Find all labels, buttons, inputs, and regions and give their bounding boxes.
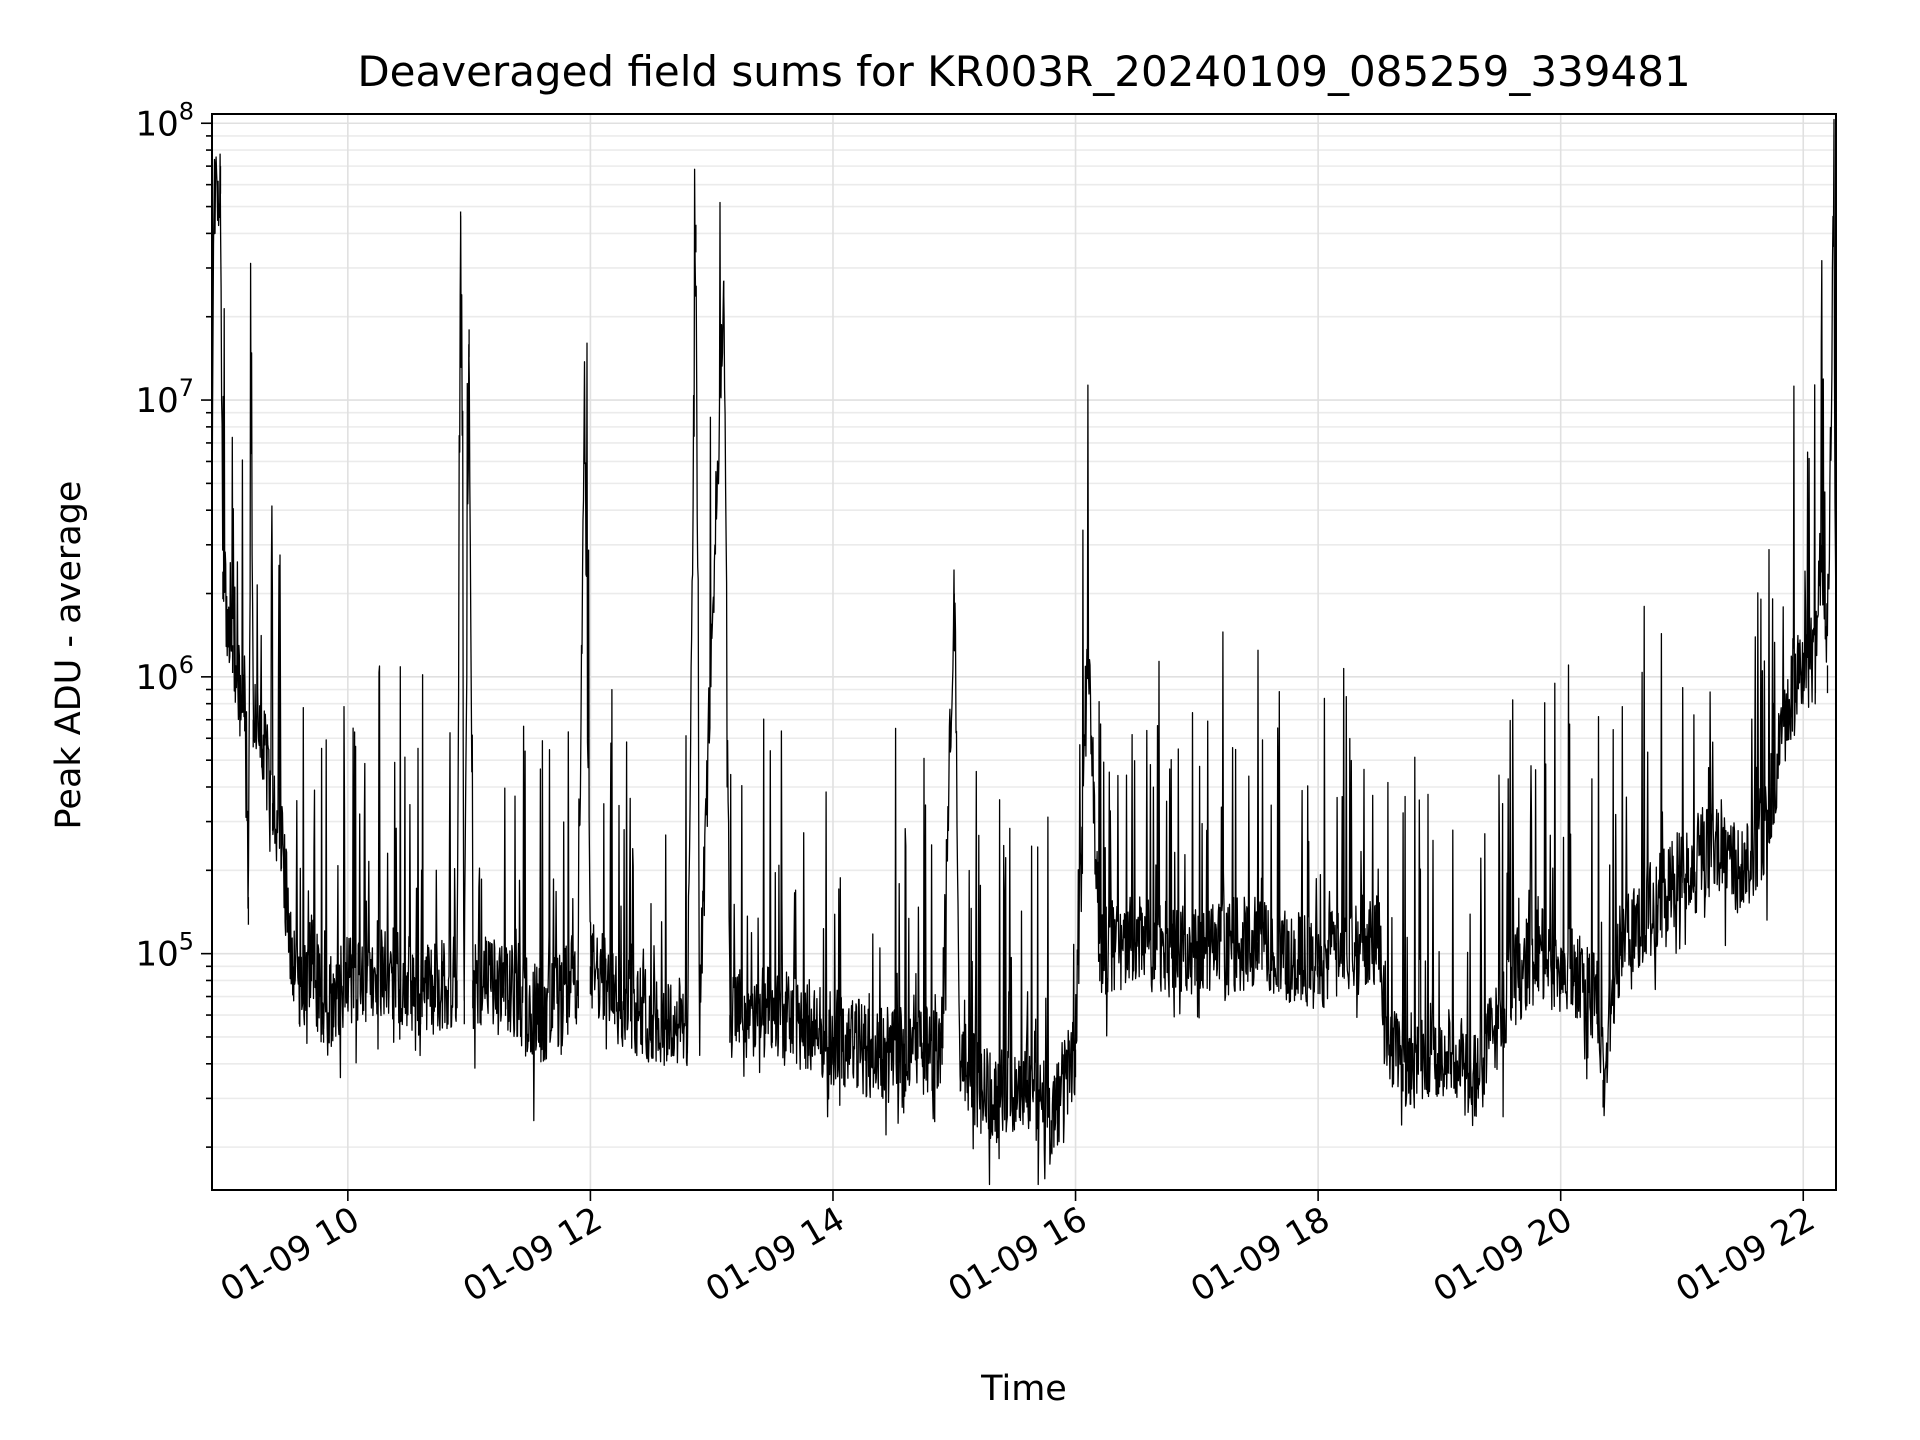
y-tick-label: 105 [135,928,194,975]
y-tick-label: 108 [135,97,194,144]
chart-title: Deaveraged field sums for KR003R_2024010… [357,47,1690,96]
y-tick-label: 106 [135,651,194,698]
plot-area: 105 106 107 108 01-09 10 01-09 12 01-09 14 01-0… [135,97,1837,1310]
x-axis-label: Time [980,1369,1067,1409]
x-tick-label: 01-09 12 [457,1199,609,1310]
series-line [211,118,1837,1186]
x-tick-label: 01-09 22 [1669,1199,1821,1310]
x-tick-label: 01-09 14 [699,1199,851,1310]
x-tick-label: 01-09 18 [1184,1199,1336,1310]
y-tick-label: 107 [135,374,194,421]
y-axis-label: Peak ADU - average [49,481,89,830]
x-tick-label: 01-09 16 [942,1199,1094,1310]
axes-frame [211,113,1837,1191]
x-tick-label: 01-09 10 [214,1199,366,1310]
x-tick-label: 01-09 20 [1427,1199,1579,1310]
